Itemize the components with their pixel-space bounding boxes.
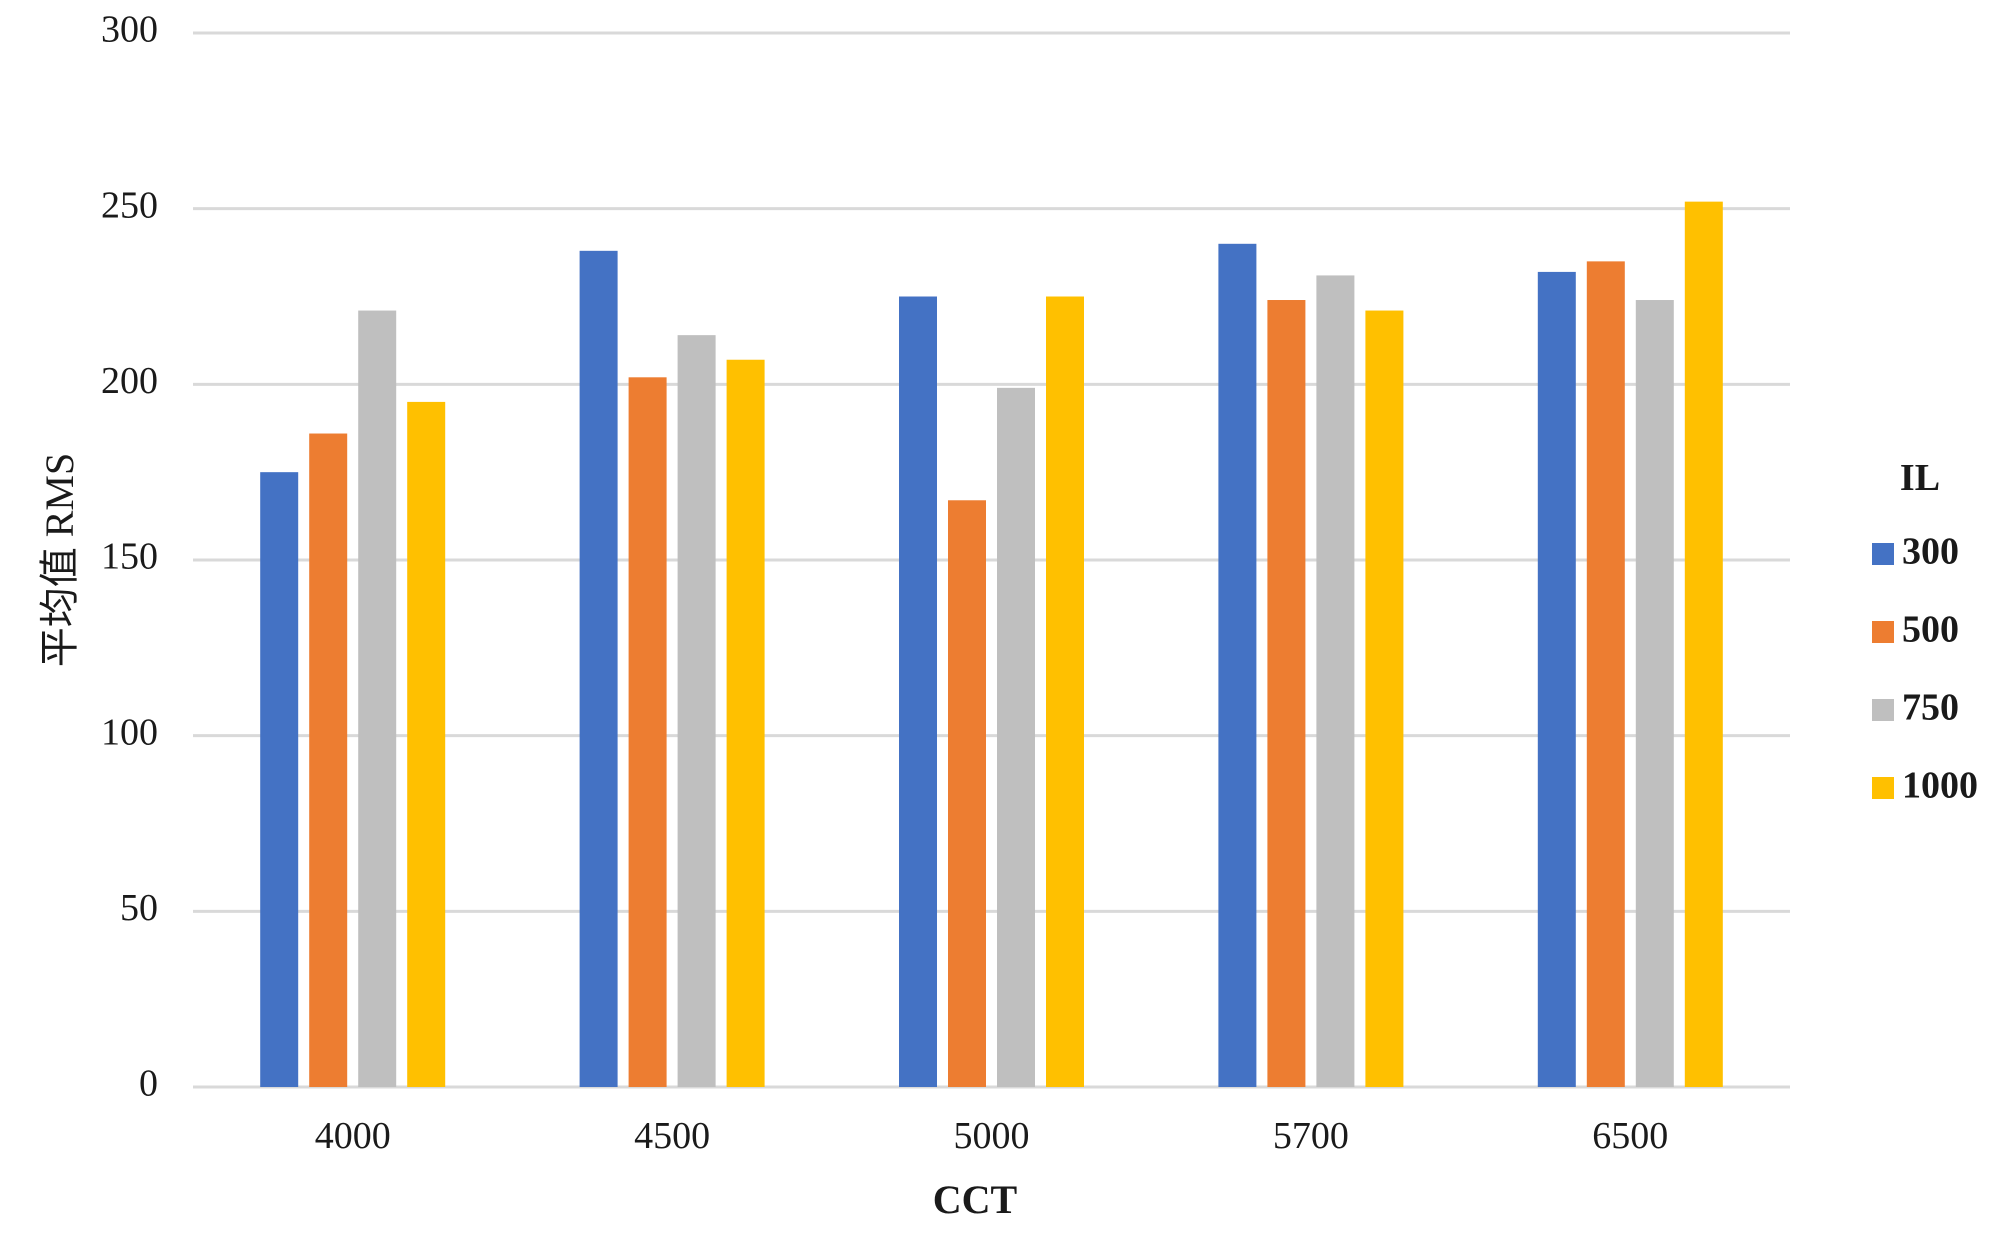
bar-4000-300: [260, 472, 299, 1088]
y-tick-label: 250: [101, 184, 158, 226]
bar-6500-500: [1586, 261, 1625, 1087]
legend: IL 300 500 750 1000: [1872, 457, 1978, 807]
y-tick-labels: 0 50 100 150 200 250 300: [101, 9, 158, 1105]
bar-5700-1000: [1365, 310, 1404, 1087]
bar-4000-750: [358, 310, 397, 1087]
x-tick-label: 4000: [315, 1115, 391, 1157]
gridlines: [193, 31, 1790, 1089]
bar-5000-500: [948, 500, 986, 1088]
bar-5000-750: [997, 387, 1035, 1087]
x-axis-title: CCT: [933, 1177, 1018, 1222]
legend-label: 500: [1902, 609, 1959, 651]
bar-4500-500: [628, 377, 667, 1088]
bars: [260, 201, 1723, 1088]
bar-4500-1000: [726, 359, 765, 1087]
y-tick-label: 150: [101, 536, 158, 578]
bar-6500-750: [1635, 300, 1674, 1088]
bar-6500-1000: [1684, 201, 1723, 1087]
legend-swatch: [1872, 699, 1894, 721]
bar-6500-300: [1537, 271, 1576, 1087]
y-tick-label: 300: [101, 9, 158, 51]
legend-swatch: [1872, 777, 1894, 799]
legend-item-300: 300: [1872, 531, 1959, 573]
legend-swatch: [1872, 621, 1894, 643]
legend-label: 750: [1902, 687, 1959, 729]
bar-4000-500: [309, 433, 348, 1087]
legend-swatch: [1872, 543, 1894, 565]
y-tick-label: 0: [139, 1063, 158, 1105]
legend-item-1000: 1000: [1872, 765, 1978, 807]
legend-label: 1000: [1902, 765, 1978, 807]
y-tick-label: 200: [101, 360, 158, 402]
bar-5000-1000: [1046, 296, 1084, 1087]
bar-4000-1000: [407, 401, 446, 1087]
legend-label: 300: [1902, 531, 1959, 573]
bar-5700-300: [1218, 243, 1257, 1088]
y-tick-label: 50: [120, 887, 158, 929]
legend-title: IL: [1900, 457, 1940, 499]
x-tick-label: 6500: [1592, 1115, 1668, 1157]
x-tick-label: 5700: [1273, 1115, 1349, 1157]
bar-4500-300: [579, 250, 618, 1087]
legend-item-500: 500: [1872, 609, 1959, 651]
y-tick-label: 100: [101, 711, 158, 753]
bar-5000-300: [899, 296, 937, 1087]
x-tick-label: 5000: [954, 1115, 1030, 1157]
bar-5700-750: [1316, 275, 1355, 1087]
x-tick-labels: 4000 4500 5000 5700 6500: [315, 1115, 1669, 1157]
bar-4500-750: [677, 335, 716, 1087]
bar-5700-500: [1267, 300, 1306, 1088]
legend-item-750: 750: [1872, 687, 1959, 729]
x-tick-label: 4500: [634, 1115, 710, 1157]
y-axis-title: 平均值 RMS: [37, 453, 82, 668]
